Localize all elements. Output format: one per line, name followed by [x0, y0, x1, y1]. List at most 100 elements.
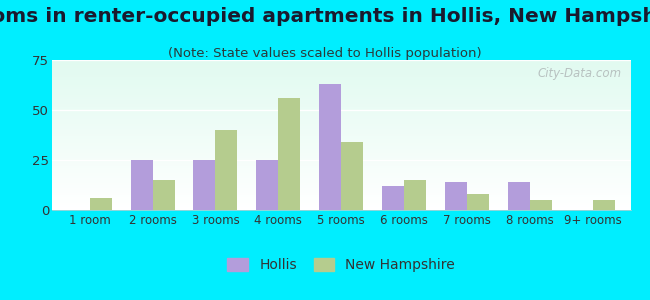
Bar	[52, 200, 630, 201]
Bar	[404, 180, 426, 210]
Bar	[52, 67, 630, 68]
Bar	[52, 104, 630, 105]
Bar	[52, 203, 630, 204]
Bar	[131, 160, 153, 210]
Bar	[52, 74, 630, 75]
Bar	[52, 156, 630, 157]
Bar	[52, 81, 630, 82]
Bar	[52, 98, 630, 99]
Bar	[52, 65, 630, 66]
Bar	[341, 142, 363, 210]
Bar	[52, 162, 630, 163]
Bar	[52, 192, 630, 193]
Bar	[52, 150, 630, 151]
Bar	[52, 154, 630, 155]
Bar	[52, 71, 630, 72]
Bar	[52, 83, 630, 84]
Bar	[52, 82, 630, 83]
Bar	[52, 105, 630, 106]
Bar	[52, 102, 630, 103]
Bar	[52, 73, 630, 74]
Bar	[52, 114, 630, 115]
Bar	[52, 103, 630, 104]
Bar	[52, 127, 630, 128]
Bar	[52, 126, 630, 127]
Bar	[52, 209, 630, 210]
Bar	[52, 100, 630, 101]
Bar	[52, 106, 630, 107]
Bar	[52, 153, 630, 154]
Bar	[52, 178, 630, 179]
Bar	[593, 200, 615, 210]
Bar	[382, 186, 404, 210]
Bar	[52, 89, 630, 90]
Bar	[52, 139, 630, 140]
Bar	[52, 185, 630, 186]
Bar	[52, 184, 630, 185]
Bar	[52, 160, 630, 161]
Bar	[52, 160, 630, 161]
Bar	[52, 195, 630, 196]
Bar	[52, 121, 630, 122]
Bar	[52, 191, 630, 192]
Bar	[52, 190, 630, 191]
Bar	[52, 155, 630, 156]
Bar	[52, 118, 630, 119]
Bar	[319, 84, 341, 210]
Bar	[278, 98, 300, 210]
Bar	[52, 145, 630, 146]
Bar	[52, 157, 630, 158]
Bar	[52, 137, 630, 138]
Bar	[216, 130, 237, 210]
Bar	[52, 202, 630, 203]
Bar	[153, 180, 175, 210]
Bar	[52, 158, 630, 159]
Text: Rooms in renter-occupied apartments in Hollis, New Hampshire: Rooms in renter-occupied apartments in H…	[0, 8, 650, 26]
Bar	[52, 80, 630, 81]
Bar	[52, 176, 630, 177]
Bar	[52, 70, 630, 71]
Bar	[52, 129, 630, 130]
Bar	[52, 148, 630, 149]
Bar	[52, 87, 630, 88]
Bar	[52, 136, 630, 137]
Bar	[52, 91, 630, 92]
Bar	[52, 170, 630, 171]
Bar	[52, 179, 630, 180]
Bar	[52, 96, 630, 97]
Bar	[52, 92, 630, 93]
Bar	[90, 198, 112, 210]
Bar	[52, 112, 630, 113]
Bar	[52, 169, 630, 170]
Text: (Note: State values scaled to Hollis population): (Note: State values scaled to Hollis pop…	[168, 46, 482, 59]
Bar	[52, 125, 630, 126]
Bar	[52, 165, 630, 166]
Bar	[52, 181, 630, 182]
Bar	[445, 182, 467, 210]
Bar	[52, 101, 630, 102]
Bar	[52, 188, 630, 189]
Bar	[52, 166, 630, 167]
Bar	[52, 175, 630, 176]
Bar	[52, 205, 630, 206]
Bar	[52, 199, 630, 200]
Bar	[52, 128, 630, 129]
Bar	[52, 202, 630, 203]
Bar	[52, 108, 630, 109]
Bar	[52, 78, 630, 79]
Bar	[52, 69, 630, 70]
Bar	[52, 66, 630, 67]
Bar	[52, 147, 630, 148]
Bar	[52, 138, 630, 139]
Bar	[52, 99, 630, 100]
Bar	[52, 123, 630, 124]
Bar	[52, 76, 630, 77]
Bar	[52, 196, 630, 197]
Bar	[52, 75, 630, 76]
Bar	[52, 85, 630, 86]
Bar	[52, 132, 630, 133]
Legend: Hollis, New Hampshire: Hollis, New Hampshire	[227, 258, 455, 272]
Bar	[52, 171, 630, 172]
Bar	[52, 133, 630, 134]
Bar	[52, 159, 630, 160]
